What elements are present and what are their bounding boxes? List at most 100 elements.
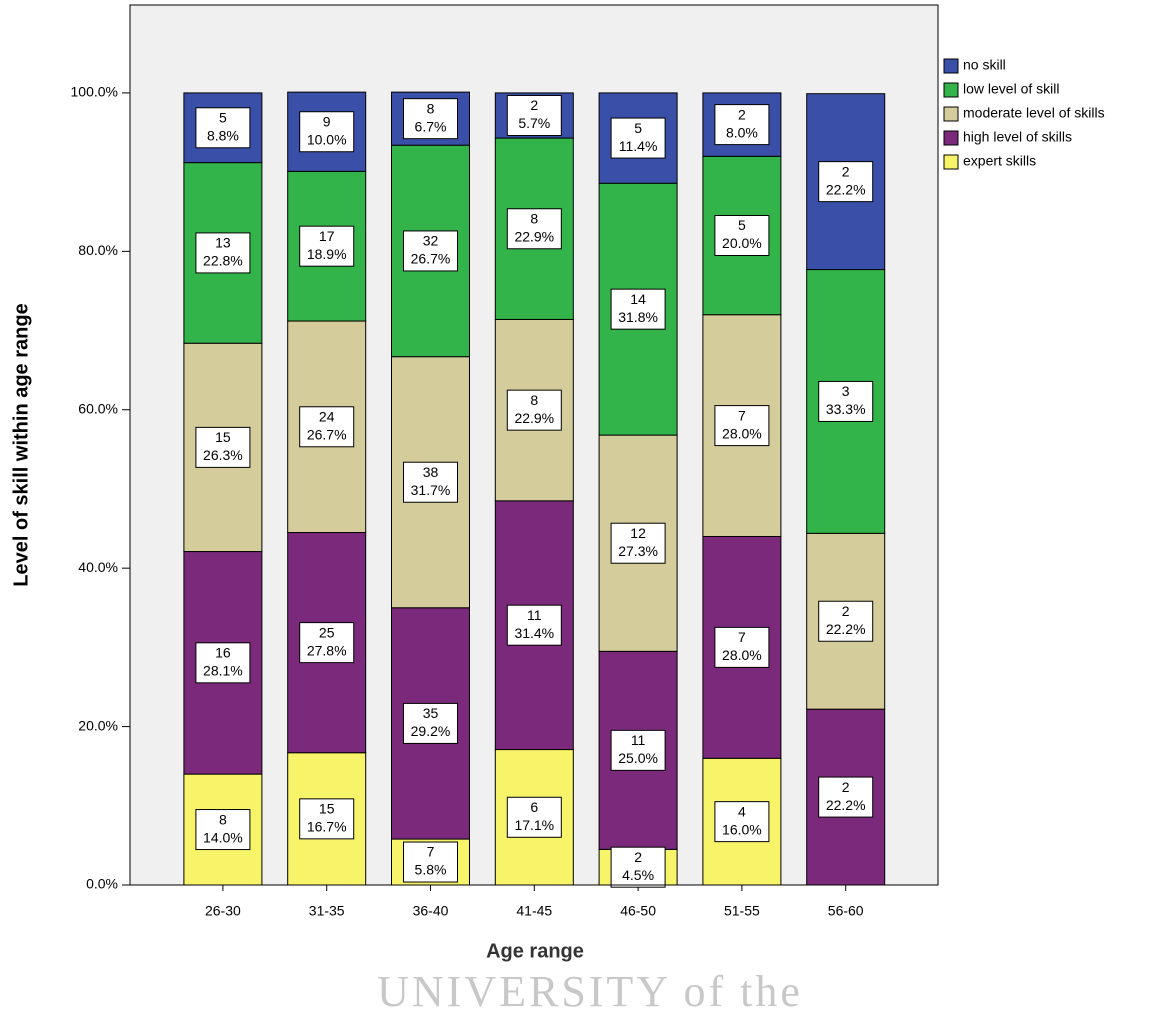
label-box xyxy=(818,776,874,818)
legend-label: expert skills xyxy=(963,153,1036,169)
count-label: 3 xyxy=(842,383,850,399)
count-label: 35 xyxy=(423,705,439,721)
label-box xyxy=(714,214,770,256)
label-box xyxy=(299,798,355,840)
value-label: 28.1% xyxy=(203,663,243,679)
label-box xyxy=(818,600,874,642)
value-label: 16.0% xyxy=(722,821,762,837)
label-box xyxy=(403,98,458,140)
label-box xyxy=(506,208,562,250)
value-label: 8.0% xyxy=(726,124,758,140)
value-label: 22.8% xyxy=(203,253,243,269)
count-label: 17 xyxy=(319,228,335,244)
x-tick-label: 51-55 xyxy=(724,903,760,919)
x-tick-label: 41-45 xyxy=(516,903,552,919)
label-box xyxy=(610,288,666,330)
value-label: 27.8% xyxy=(307,642,347,658)
label-box xyxy=(195,642,251,684)
legend-swatch xyxy=(943,58,959,74)
count-label: 24 xyxy=(319,408,335,424)
value-label: 33.3% xyxy=(826,401,866,417)
label-box xyxy=(610,522,666,564)
count-label: 2 xyxy=(842,779,850,795)
label-box xyxy=(506,604,562,646)
value-label: 17.1% xyxy=(514,817,554,833)
legend-label: low level of skill xyxy=(963,81,1059,97)
y-tick-label: 40.0% xyxy=(78,559,118,575)
value-label: 29.2% xyxy=(411,723,451,739)
count-label: 7 xyxy=(427,844,435,860)
count-label: 2 xyxy=(530,97,538,113)
count-label: 38 xyxy=(423,464,439,480)
label-box xyxy=(299,111,355,153)
value-label: 28.0% xyxy=(722,425,762,441)
value-label: 22.9% xyxy=(514,410,554,426)
count-label: 2 xyxy=(634,849,642,865)
count-label: 14 xyxy=(630,291,646,307)
value-label: 6.7% xyxy=(415,118,447,134)
label-box xyxy=(195,426,251,468)
y-tick-label: 100.0% xyxy=(71,84,118,100)
x-axis-title: Age range xyxy=(486,940,584,962)
count-label: 6 xyxy=(530,799,538,815)
y-tick-label: 60.0% xyxy=(78,400,118,416)
count-label: 2 xyxy=(738,106,746,122)
value-label: 5.8% xyxy=(415,862,447,878)
value-label: 22.2% xyxy=(826,181,866,197)
label-box xyxy=(610,117,666,159)
value-label: 14.0% xyxy=(203,829,243,845)
count-label: 13 xyxy=(215,235,231,251)
count-label: 8 xyxy=(427,100,435,116)
legend-swatch xyxy=(943,82,959,98)
value-label: 4.5% xyxy=(622,867,654,883)
value-label: 16.7% xyxy=(307,819,347,835)
value-label: 18.9% xyxy=(307,246,347,262)
value-label: 8.8% xyxy=(207,127,239,143)
legend-label: moderate level of skills xyxy=(963,105,1105,121)
y-tick-label: 0.0% xyxy=(86,876,118,892)
label-box xyxy=(299,406,355,448)
value-label: 31.8% xyxy=(618,309,658,325)
count-label: 2 xyxy=(842,163,850,179)
label-box xyxy=(610,729,666,771)
label-box xyxy=(714,801,770,843)
label-box xyxy=(403,702,458,744)
value-label: 25.0% xyxy=(618,750,658,766)
x-tick-label: 56-60 xyxy=(828,903,864,919)
value-label: 26.3% xyxy=(203,447,243,463)
y-tick-label: 20.0% xyxy=(78,717,118,733)
label-box xyxy=(195,809,251,851)
value-label: 5.7% xyxy=(518,115,550,131)
count-label: 5 xyxy=(738,217,746,233)
count-label: 16 xyxy=(215,645,231,661)
value-label: 28.0% xyxy=(722,647,762,663)
x-tick-label: 26-30 xyxy=(205,903,241,919)
label-box xyxy=(195,232,251,274)
label-box xyxy=(299,225,355,267)
count-label: 4 xyxy=(738,803,746,819)
x-tick-label: 46-50 xyxy=(620,903,656,919)
count-label: 15 xyxy=(319,801,335,817)
value-label: 31.7% xyxy=(411,482,451,498)
value-label: 26.7% xyxy=(307,426,347,442)
legend-swatch xyxy=(943,154,959,170)
value-label: 22.9% xyxy=(514,228,554,244)
value-label: 31.4% xyxy=(514,625,554,641)
count-label: 12 xyxy=(630,525,646,541)
x-tick-label: 36-40 xyxy=(413,903,449,919)
label-box xyxy=(506,796,562,838)
value-label: 27.3% xyxy=(618,543,658,559)
label-box xyxy=(714,405,770,447)
count-label: 2 xyxy=(842,603,850,619)
watermark: UNIVERSITY of the xyxy=(377,967,803,1016)
label-box xyxy=(714,104,770,146)
label-box xyxy=(506,389,562,431)
value-label: 22.2% xyxy=(826,621,866,637)
value-label: 22.2% xyxy=(826,797,866,813)
y-tick-label: 80.0% xyxy=(78,242,118,258)
label-box xyxy=(403,841,458,883)
value-label: 10.0% xyxy=(307,131,347,147)
label-box xyxy=(818,161,874,203)
label-box xyxy=(403,461,458,503)
